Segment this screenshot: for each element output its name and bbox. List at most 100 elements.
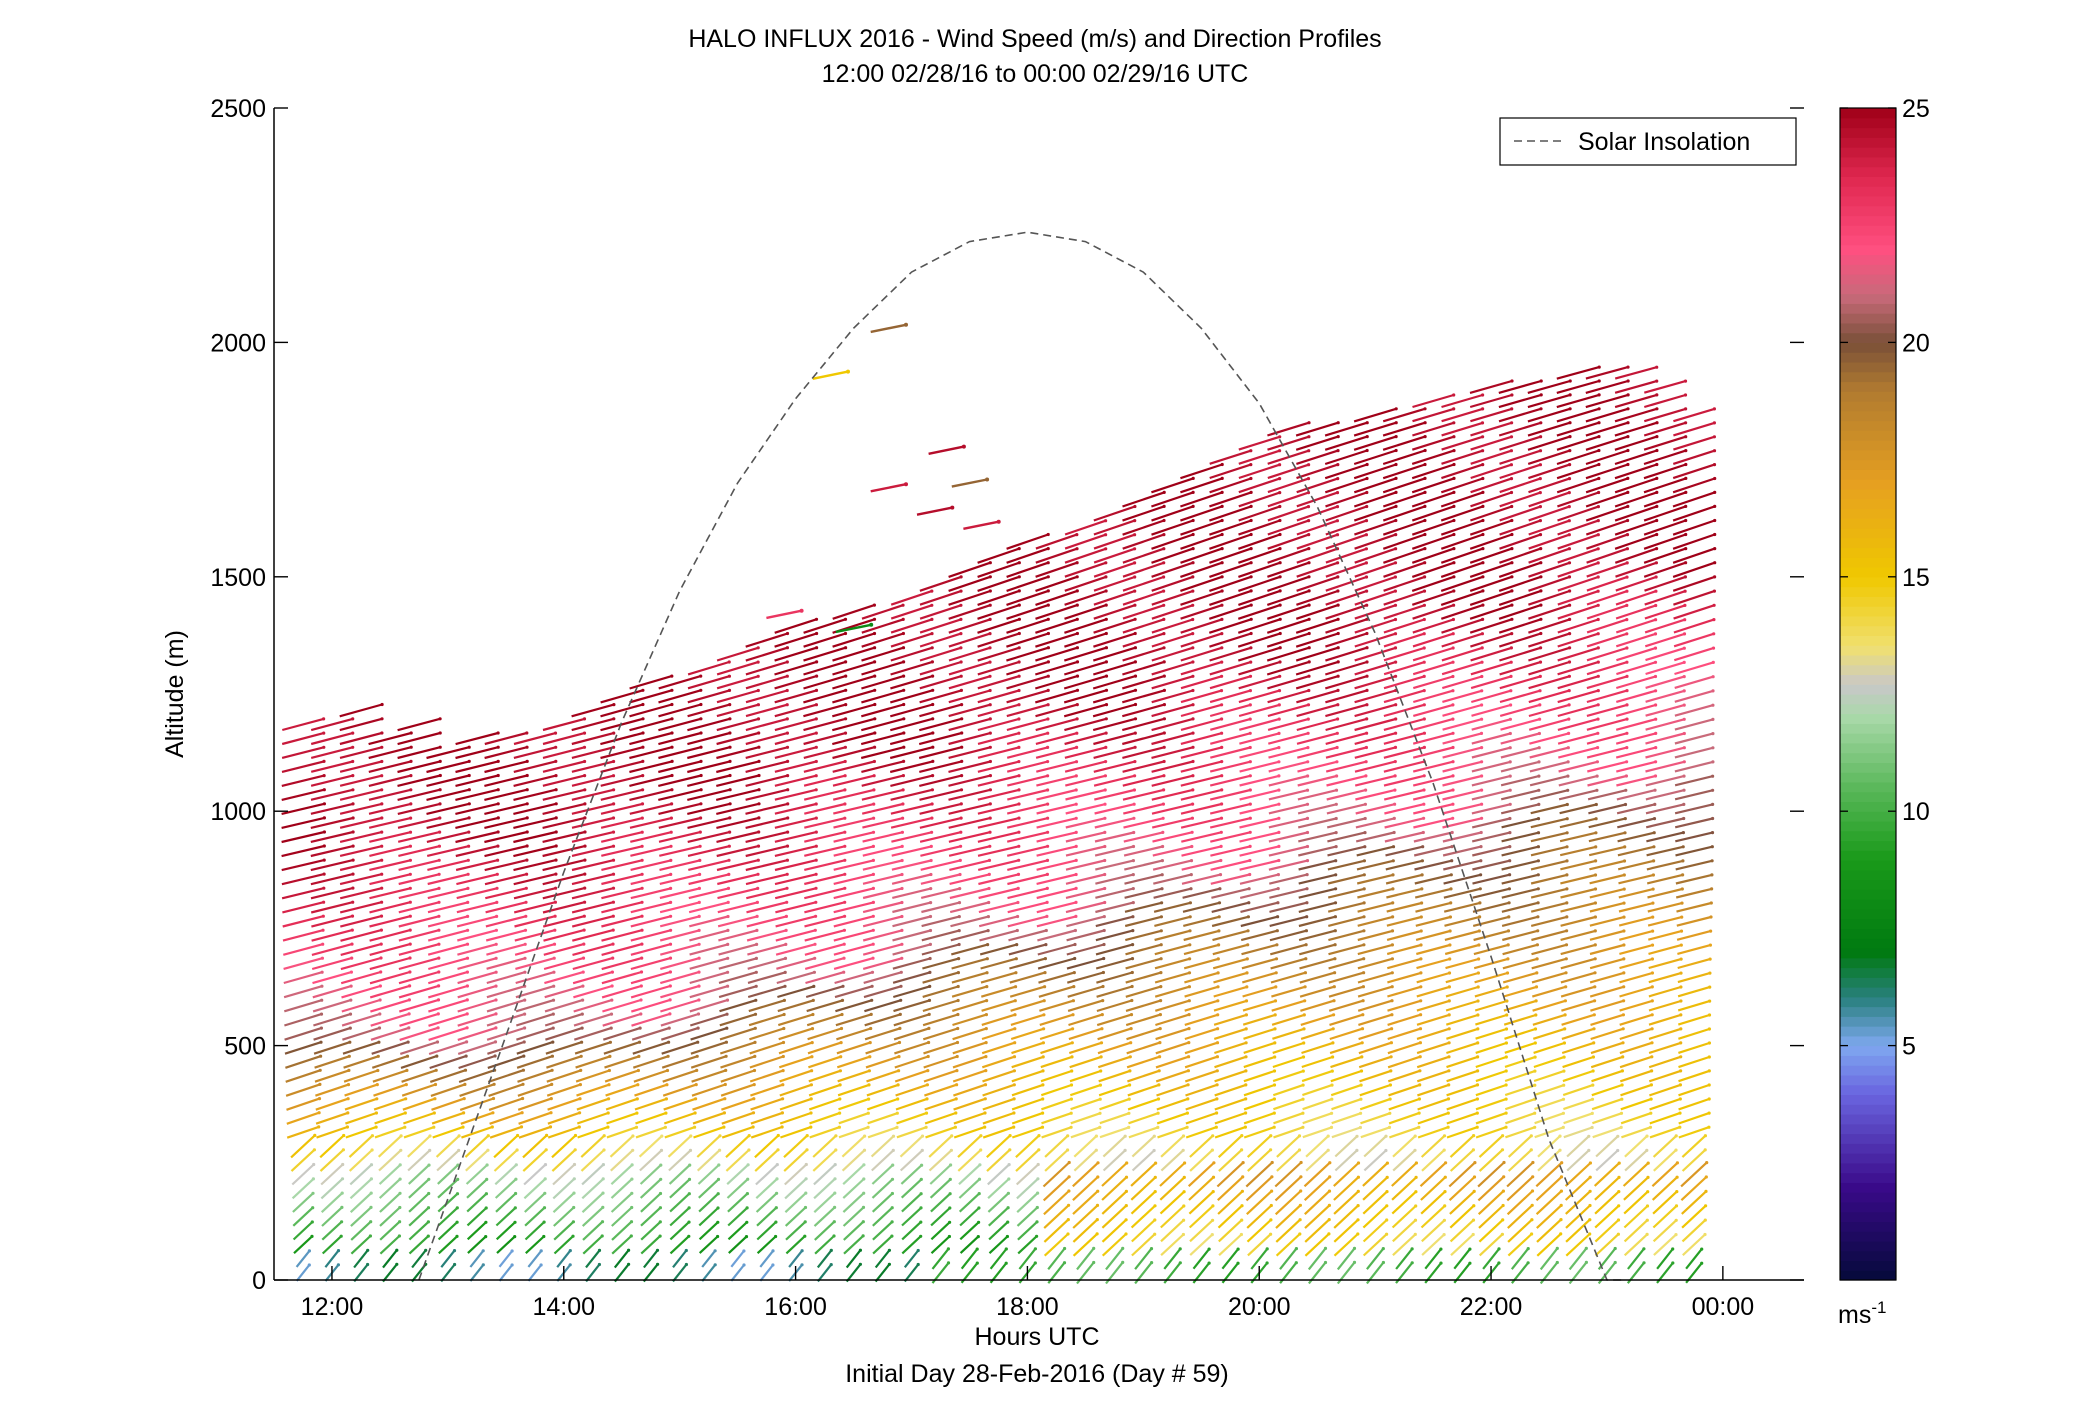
wind-vector-head	[1045, 872, 1049, 877]
wind-vector	[1527, 421, 1571, 437]
wind-vector	[1298, 831, 1337, 843]
wind-vector-head	[977, 1192, 981, 1196]
wind-vector	[1563, 1098, 1593, 1111]
wind-vector-head	[987, 900, 991, 905]
wind-vector	[1268, 831, 1308, 843]
wind-vector-head	[1245, 957, 1249, 961]
wind-vector-head	[988, 589, 992, 593]
wind-vector-head	[1468, 1247, 1472, 1251]
wind-vector	[1180, 675, 1222, 690]
wind-vector	[920, 873, 961, 885]
wind-vector-head	[1297, 1148, 1302, 1152]
wind-vector-head	[1278, 589, 1282, 593]
wind-vector-head	[1069, 1097, 1073, 1101]
wind-vector-head	[956, 998, 960, 1003]
wind-vector-head	[930, 617, 934, 622]
wind-vector-head	[351, 816, 355, 820]
wind-vector	[1267, 519, 1309, 536]
wind-vector	[339, 788, 382, 801]
wind-vector-head	[930, 660, 935, 664]
wind-vector	[977, 732, 1020, 745]
wind-vector	[455, 802, 499, 815]
wind-vector-head	[1305, 915, 1309, 919]
wind-vector	[1589, 902, 1625, 913]
wind-vector-head	[783, 956, 788, 961]
wind-vector-head	[1124, 1218, 1128, 1222]
wind-vector-head	[1331, 1041, 1335, 1045]
wind-vector	[1416, 1041, 1450, 1055]
wind-vector-head	[1674, 1218, 1678, 1222]
wind-vector	[1416, 1027, 1450, 1040]
wind-vector	[862, 831, 903, 843]
wind-vector	[891, 859, 932, 871]
wind-vector	[1614, 435, 1658, 451]
wind-vector	[1122, 491, 1165, 508]
wind-vector	[779, 1069, 812, 1083]
wind-vector	[484, 774, 528, 787]
wind-vector	[1387, 1041, 1421, 1055]
wind-vector	[901, 1192, 922, 1213]
wind-vector	[1412, 407, 1455, 423]
wind-vector-head	[1510, 561, 1514, 565]
wind-vector	[1391, 1190, 1417, 1215]
wind-vector	[1557, 703, 1599, 718]
wind-vector-head	[1567, 533, 1571, 537]
wind-vector	[1441, 407, 1483, 423]
wind-vector	[1680, 1176, 1708, 1202]
wind-vector	[1647, 916, 1682, 927]
wind-vector-head	[957, 915, 961, 919]
wind-vector	[1507, 1218, 1533, 1243]
wind-vector	[1531, 957, 1567, 970]
wind-vector	[459, 1083, 495, 1097]
wind-vector	[1469, 379, 1513, 394]
wind-vector-head	[1017, 631, 1021, 636]
wind-vector-head	[727, 858, 731, 862]
wind-vector-head	[1592, 1013, 1596, 1017]
wind-vector-head	[452, 1249, 457, 1253]
wind-vector-head	[1655, 379, 1659, 383]
wind-vector	[775, 929, 816, 942]
wind-vector-head	[1563, 1027, 1567, 1031]
wind-vector	[427, 971, 468, 985]
wind-vector	[1124, 901, 1162, 913]
wind-vector-head	[1133, 547, 1137, 551]
wind-vector	[1475, 1126, 1507, 1139]
wind-vector	[1209, 463, 1252, 480]
wind-vector	[1648, 944, 1682, 955]
wind-vector	[919, 618, 962, 634]
wind-vector	[1441, 463, 1484, 480]
wind-vector	[630, 831, 672, 843]
wind-vector-head	[1393, 603, 1398, 607]
wind-vector-head	[1362, 901, 1366, 905]
wind-vector-head	[919, 1234, 923, 1238]
wind-vector-head	[581, 970, 585, 974]
wind-vector-head	[1509, 674, 1513, 679]
wind-vector-head	[1622, 943, 1626, 947]
wind-vector-head	[1121, 1260, 1125, 1264]
wind-vector-head	[1626, 504, 1630, 508]
wind-vector-head	[1045, 900, 1049, 905]
wind-vector	[1275, 1204, 1302, 1229]
wind-vector	[438, 1235, 458, 1255]
wind-vector-head	[1162, 561, 1166, 565]
wind-vector	[1475, 1083, 1507, 1097]
wind-vector	[687, 660, 730, 676]
wind-vector	[1383, 547, 1426, 564]
wind-vector-head	[466, 858, 470, 862]
wind-vector	[428, 1012, 468, 1027]
wind-vector	[895, 1097, 928, 1111]
wind-vector-head	[1653, 802, 1657, 807]
wind-vector-head	[988, 745, 992, 749]
wind-vector	[1325, 491, 1368, 508]
wind-vector	[1395, 1248, 1413, 1270]
wind-vector	[457, 1040, 496, 1055]
wind-vector-head	[374, 1111, 378, 1115]
wind-vector	[1382, 491, 1426, 508]
wind-vector-head	[1504, 1027, 1509, 1031]
wind-vector-head	[1622, 901, 1626, 905]
wind-vector	[1362, 1204, 1388, 1229]
wind-vector	[803, 703, 846, 718]
wind-vector	[1501, 915, 1539, 927]
wind-vector	[606, 1126, 637, 1139]
wind-vector-head	[1655, 435, 1659, 439]
